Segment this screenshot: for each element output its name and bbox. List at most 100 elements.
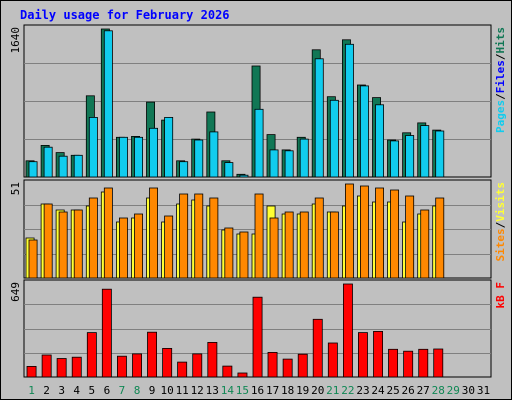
x-tick-label-day-24: 24 <box>371 384 385 397</box>
bar-kb-f-day-8 <box>132 353 143 378</box>
bar-kb-f-day-14 <box>222 365 233 378</box>
x-tick-label-day-1: 1 <box>28 384 35 397</box>
bar-files-day-21 <box>329 99 339 178</box>
bar-files-day-4 <box>73 154 83 178</box>
bar-kb-f-day-7 <box>117 355 127 378</box>
bar-kb-f-day-25 <box>388 348 399 378</box>
bar-kb-f-day-1 <box>26 365 37 378</box>
bar-sites-day-8 <box>134 213 144 279</box>
x-tick-label-day-12: 12 <box>191 384 204 397</box>
y-max-label: 649 <box>9 282 22 302</box>
y-max-label: 51 <box>9 182 22 195</box>
x-tick-label-day-27: 27 <box>417 384 430 397</box>
x-tick-label-day-21: 21 <box>326 384 339 397</box>
bar-kb-f-day-2 <box>41 354 52 378</box>
x-tick-label-day-18: 18 <box>281 384 294 397</box>
bar-sites-day-2 <box>43 203 53 279</box>
bar-kb-f-day-5 <box>86 332 97 378</box>
bar-sites-day-15 <box>239 231 249 279</box>
bar-sites-day-22 <box>344 183 354 279</box>
bar-sites-day-10 <box>164 215 174 279</box>
x-tick-label-day-11: 11 <box>176 384 189 397</box>
legend-entry: / <box>494 93 507 100</box>
x-tick-label-day-29: 29 <box>447 384 460 397</box>
bar-files-day-19 <box>299 138 309 178</box>
bar-sites-day-21 <box>329 211 339 279</box>
bar-sites-day-28 <box>435 197 445 279</box>
legend-entry: / <box>494 53 507 60</box>
x-tick-label-day-26: 26 <box>401 384 414 397</box>
bar-sites-day-9 <box>149 187 159 279</box>
bar-files-day-9 <box>149 127 159 178</box>
bar-sites-day-14 <box>224 227 234 279</box>
bar-kb-f-day-18 <box>282 358 293 378</box>
legend-entry: kB F <box>494 282 507 309</box>
bar-sites-day-5 <box>88 197 98 279</box>
bar-kb-f-day-15 <box>237 372 248 378</box>
bar-files-day-15 <box>239 174 249 178</box>
x-tick-label-day-28: 28 <box>432 384 445 397</box>
x-tick-label-day-4: 4 <box>73 384 80 397</box>
x-tick-label-day-31: 31 <box>477 384 490 397</box>
legend-bottom: kB F <box>494 282 507 309</box>
bar-files-day-1 <box>28 161 38 178</box>
x-tick-label-day-7: 7 <box>119 384 126 397</box>
bar-kb-f-day-11 <box>177 361 188 378</box>
bar-files-day-23 <box>359 85 369 178</box>
bar-files-day-11 <box>179 161 189 178</box>
bar-kb-f-day-10 <box>162 347 173 378</box>
legend-middle: Sites/Visits <box>494 182 507 262</box>
bar-files-day-8 <box>134 136 144 178</box>
bar-sites-day-19 <box>299 211 309 279</box>
bar-files-day-20 <box>314 58 324 178</box>
bar-sites-day-6 <box>103 187 113 279</box>
legend-entry: Visits <box>494 182 507 222</box>
legend-entry: Sites <box>494 228 507 261</box>
bar-kb-f-day-26 <box>403 350 414 378</box>
bar-files-day-27 <box>420 125 430 178</box>
bar-kb-f-day-27 <box>418 348 429 378</box>
bar-sites-day-20 <box>314 197 324 279</box>
legend-entry: Pages <box>494 100 507 133</box>
bar-kb-f-day-13 <box>207 341 218 378</box>
bar-sites-day-23 <box>359 185 369 279</box>
bar-files-day-7 <box>119 136 128 178</box>
bar-files-day-3 <box>58 155 68 178</box>
x-tick-label-day-23: 23 <box>356 384 369 397</box>
bar-files-day-5 <box>88 117 98 178</box>
bar-kb-f-day-12 <box>192 353 203 378</box>
x-tick-label-day-9: 9 <box>149 384 156 397</box>
bar-files-day-28 <box>435 130 445 178</box>
bar-files-day-24 <box>375 104 385 178</box>
bar-files-day-2 <box>43 146 53 178</box>
x-tick-label-day-17: 17 <box>266 384 279 397</box>
x-tick-label-day-16: 16 <box>251 384 264 397</box>
bar-files-day-10 <box>164 117 174 178</box>
legend-entry: / <box>494 221 507 228</box>
x-tick-label-day-5: 5 <box>88 384 95 397</box>
x-tick-label-day-2: 2 <box>43 384 50 397</box>
legend-top: Pages/Files/Hits <box>494 27 507 133</box>
bar-sites-day-1 <box>28 239 38 279</box>
bar-files-day-25 <box>390 140 400 178</box>
bar-sites-day-26 <box>405 195 415 279</box>
bar-kb-f-day-24 <box>373 330 384 378</box>
bar-files-day-13 <box>209 131 219 178</box>
bar-files-day-26 <box>405 135 415 178</box>
bar-kb-f-day-4 <box>71 356 82 378</box>
bar-kb-f-day-9 <box>147 331 158 378</box>
bar-kb-f-day-28 <box>433 348 444 378</box>
bar-sites-day-27 <box>420 209 430 279</box>
bar-sites-day-3 <box>58 211 68 279</box>
bar-sites-day-13 <box>209 197 219 279</box>
x-tick-label-day-20: 20 <box>311 384 324 397</box>
bar-files-day-18 <box>284 150 294 178</box>
x-tick-label-day-22: 22 <box>341 384 354 397</box>
bar-files-day-17 <box>269 149 279 178</box>
x-tick-label-day-6: 6 <box>104 384 111 397</box>
bar-kb-f-day-23 <box>357 332 368 378</box>
x-tick-label-day-19: 19 <box>296 384 309 397</box>
bar-kb-f-day-16 <box>252 296 263 378</box>
x-tick-label-day-25: 25 <box>386 384 399 397</box>
